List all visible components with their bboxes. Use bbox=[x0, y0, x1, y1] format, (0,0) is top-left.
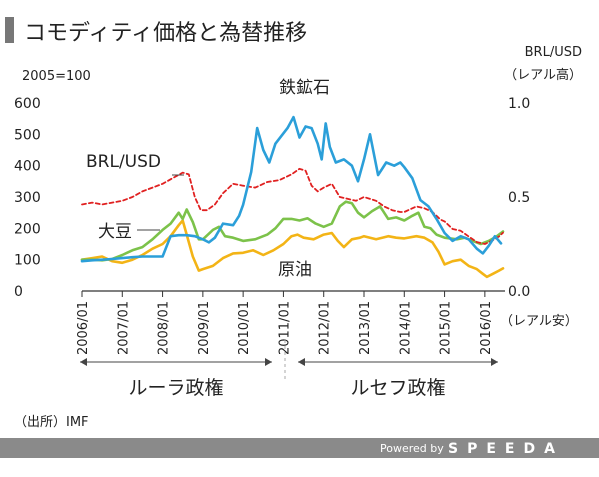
left-tick-label: 100 bbox=[14, 253, 41, 269]
left-tick-label: 500 bbox=[14, 127, 41, 143]
footer-bar bbox=[0, 438, 599, 458]
source-note: （出所）IMF bbox=[14, 415, 89, 430]
x-axis-ticks: 2006/01 2007/01 2008/01 2009/01 2010/01 2011/… bbox=[76, 291, 494, 355]
right-tick-label: 0.5 bbox=[508, 190, 530, 206]
x-tick-label: 2010/01 bbox=[237, 301, 252, 355]
powered-by-text: Powered by bbox=[380, 442, 444, 455]
iron-series-label: 鉄鉱石 bbox=[279, 78, 330, 98]
x-tick-label: 2013/01 bbox=[358, 301, 373, 355]
x-tick-label: 2016/01 bbox=[479, 301, 494, 355]
series-line-oil bbox=[80, 219, 505, 279]
series-line-iron bbox=[80, 115, 503, 263]
left-tick-label: 200 bbox=[14, 221, 41, 237]
brl-series-label: BRL/USD bbox=[86, 152, 161, 172]
x-tick-label: 2011/01 bbox=[277, 301, 292, 355]
left-tick-label: 600 bbox=[14, 96, 41, 112]
period-lula: ルーラ政権 bbox=[80, 358, 272, 399]
x-tick-label: 2014/01 bbox=[398, 301, 413, 355]
series-layer bbox=[80, 115, 505, 279]
left-tick-label: 300 bbox=[14, 190, 41, 206]
left-axis-unit-label: 2005=100 bbox=[22, 69, 91, 84]
period-rousseff: ルセフ政権 bbox=[298, 358, 498, 399]
soy-series-label: 大豆 bbox=[98, 222, 132, 242]
oil-series-label: 原油 bbox=[278, 260, 312, 280]
left-tick-label: 0 bbox=[14, 284, 23, 300]
x-tick-label: 2007/01 bbox=[116, 301, 131, 355]
left-axis-ticks: 0 100 200 300 400 500 600 bbox=[14, 96, 41, 300]
chart-title: コモディティ価格と為替推移 bbox=[24, 21, 307, 46]
x-tick-label: 2012/01 bbox=[318, 301, 333, 355]
left-tick-label: 400 bbox=[14, 159, 41, 175]
right-tick-label: 0.0 bbox=[508, 284, 530, 300]
x-tick-label: 2008/01 bbox=[157, 301, 172, 355]
x-tick-label: 2006/01 bbox=[76, 301, 91, 355]
title-marker bbox=[5, 17, 14, 43]
speeda-logo: SPEEDA bbox=[448, 441, 564, 457]
series-line-brl bbox=[81, 167, 504, 245]
x-tick-label: 2009/01 bbox=[197, 301, 212, 355]
right-axis-ticks: 0.0 0.5 1.0 bbox=[508, 96, 530, 300]
period-rousseff-label: ルセフ政権 bbox=[350, 377, 445, 399]
right-axis-top-note: （レアル高） bbox=[504, 67, 582, 83]
series-line-soy bbox=[80, 200, 505, 262]
period-lula-label: ルーラ政権 bbox=[128, 377, 223, 399]
right-tick-label: 1.0 bbox=[508, 96, 530, 112]
x-tick-label: 2015/01 bbox=[439, 301, 454, 355]
right-axis-label: BRL/USD bbox=[525, 45, 582, 60]
right-axis-bottom-note: （レアル安） bbox=[500, 314, 578, 329]
